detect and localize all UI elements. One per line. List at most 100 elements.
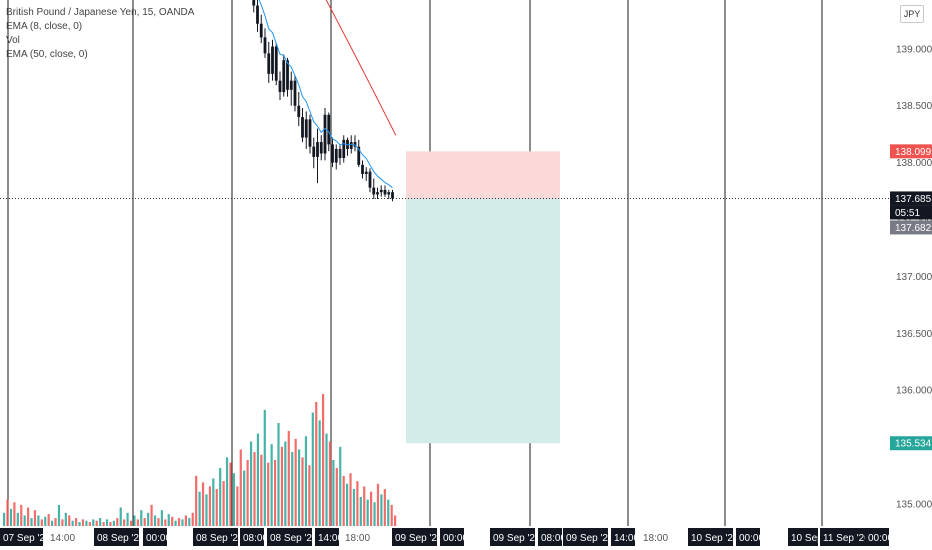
prev-price-badge: 137.682 (895, 223, 932, 234)
candle-body (316, 142, 319, 157)
ema50-legend[interactable]: EMA (50, close, 0) (6, 49, 88, 60)
time-label: 09 Sep '20 (493, 533, 541, 544)
volume-bar (123, 519, 126, 526)
time-label-bg (267, 528, 312, 546)
volume-bar (78, 522, 81, 526)
volume-bar (126, 512, 129, 526)
volume-bar (33, 510, 37, 526)
candle-body (379, 189, 383, 193)
volume-bar (47, 514, 50, 526)
candle-body (286, 60, 289, 90)
volume-bar (212, 478, 215, 526)
volume-bar (373, 502, 376, 526)
volume-bar (267, 462, 270, 526)
volume-bar (260, 454, 263, 526)
time-label-bg (688, 528, 733, 546)
candle-body (304, 119, 308, 138)
position-zones[interactable] (406, 151, 560, 444)
volume-bar (174, 520, 177, 526)
time-label: 08 Sep '20 (196, 533, 244, 544)
volume-bar (177, 518, 181, 526)
volume-bar (356, 481, 359, 526)
time-label-bg (538, 528, 562, 546)
volume-bar (54, 518, 57, 526)
time-label-bg (143, 528, 167, 546)
volume-bar (160, 510, 163, 526)
last-price-badge-bg (890, 191, 932, 206)
volume-bar (321, 394, 325, 526)
volume-bar (236, 486, 239, 526)
volume-bar (105, 519, 109, 526)
time-label-bg (240, 528, 264, 546)
countdown-badge-bg (890, 205, 932, 220)
volume-bar (153, 515, 157, 526)
volume-bar (376, 483, 380, 526)
time-label: 08:00 (243, 533, 268, 544)
candle-body (364, 171, 368, 174)
volume-bar (140, 510, 143, 526)
time-axis[interactable]: 07 Sep '20 14:00 08 Sep '20 00:00 08 Sep '20… (0, 526, 932, 550)
volume-bar (188, 518, 191, 526)
volume-bar (205, 494, 208, 526)
volume-bar (6, 499, 9, 526)
volume-bar (37, 515, 40, 526)
volume-bar (225, 457, 229, 526)
candle-body (267, 53, 271, 74)
candle-body (289, 80, 293, 90)
time-label: 08 Sep '20 (270, 533, 318, 544)
candle-body (349, 142, 353, 149)
time-label: 00:00 (146, 533, 171, 544)
time-label: 00:00 (443, 533, 468, 544)
volume-bar (304, 436, 308, 526)
time-label: 11 Sep '20 (823, 533, 870, 544)
price-tick-label: 138.500 (896, 101, 932, 112)
volume-bar (102, 522, 105, 526)
time-label: 18:00 (643, 533, 668, 544)
volume-bar (215, 489, 218, 526)
volume-bar (191, 512, 194, 526)
volume-bar (219, 467, 222, 526)
countdown-badge: 05:51 (895, 208, 920, 219)
price-tick-label: 136.500 (896, 329, 932, 340)
symbol-title[interactable]: British Pound / Japanese Yen, 15, OANDA (6, 7, 195, 18)
candle-body (357, 146, 361, 165)
volume-bar (253, 452, 256, 526)
volume-bar (291, 452, 294, 526)
candle-body (383, 189, 387, 195)
volume-bar (157, 518, 160, 526)
time-label: 10 Sep '20 (691, 533, 739, 544)
ema8-line (258, 0, 393, 189)
prev-price-badge-bg (890, 220, 932, 235)
volume-bar (349, 473, 352, 526)
time-label-bg (94, 528, 139, 546)
volume-bar (394, 515, 397, 526)
volume-bar (270, 444, 273, 526)
candle-body (334, 148, 338, 163)
volume-bar (315, 401, 318, 526)
volume-bar (232, 473, 236, 526)
volume-bar (277, 423, 280, 526)
candle-body (301, 117, 304, 138)
volume-bar (284, 441, 287, 526)
volume-bar (112, 520, 115, 526)
time-label: 00:00 (739, 533, 764, 544)
volume-bar (16, 512, 19, 526)
volume-bar (13, 502, 16, 526)
time-label: 18:00 (345, 533, 370, 544)
ema8-legend[interactable]: EMA (8, close, 0) (6, 21, 83, 32)
volume-bar (109, 522, 112, 526)
time-label: 14:00 (318, 533, 343, 544)
volume-bar (171, 516, 174, 526)
volume-bar (3, 512, 6, 526)
candle-body (372, 187, 376, 195)
volume-legend[interactable]: Vol (6, 35, 20, 46)
volume-bar (280, 446, 284, 526)
volume-bar (30, 518, 33, 526)
volume-bar (359, 496, 362, 526)
time-label-bg (315, 528, 339, 546)
price-axis[interactable]: 139.000138.500138.000137.500137.000136.5… (890, 0, 932, 526)
currency-button[interactable]: JPY (900, 5, 924, 23)
time-label-bg (736, 528, 760, 546)
candle-body (274, 46, 278, 81)
